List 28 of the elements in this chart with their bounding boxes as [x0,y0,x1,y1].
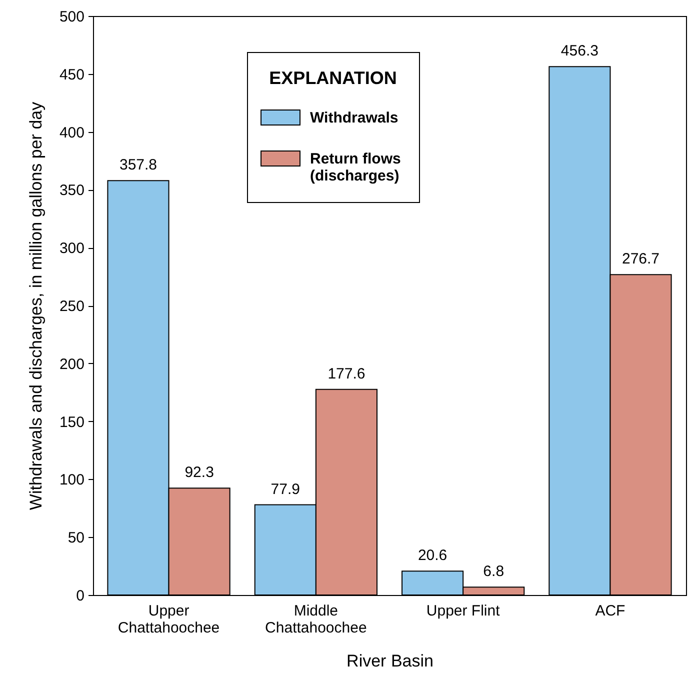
data-label: 276.7 [622,250,660,268]
data-label: 456.3 [560,42,598,60]
data-label: 20.6 [418,547,448,564]
y-tick-label: 50 [68,530,84,547]
legend-label: Withdrawals [310,110,398,126]
x-tick-label: Upper Flint [426,602,501,620]
data-label: 77.9 [270,480,300,498]
legend-title: EXPLANATION [269,68,397,88]
y-axis-title: Withdrawals and discharges, in million gallons per day [26,101,46,510]
y-tick-label: 450 [59,66,84,84]
y-tick-label: 300 [59,240,84,258]
y-tick-label: 100 [59,472,84,489]
x-tick-label: Upper Chattahoochee [118,602,220,636]
y-tick-label: 400 [59,124,84,142]
data-label: 92.3 [184,464,214,482]
y-tick-label: 0 [76,588,84,604]
legend-label: Return flows (discharges) [310,150,401,184]
y-tick-label: 500 [59,8,84,26]
y-tick-label: 200 [59,356,84,373]
y-tick-label: 250 [59,298,84,315]
x-tick-label: ACF [595,602,626,620]
data-label: 177.6 [328,365,366,382]
data-label: 357.8 [119,156,158,174]
y-tick-label: 350 [59,182,84,200]
x-axis-title: River Basin [346,652,434,670]
y-tick-label: 150 [59,414,84,431]
data-label: 6.8 [483,563,504,580]
x-tick-label: Middle Chattahoochee [265,602,367,636]
